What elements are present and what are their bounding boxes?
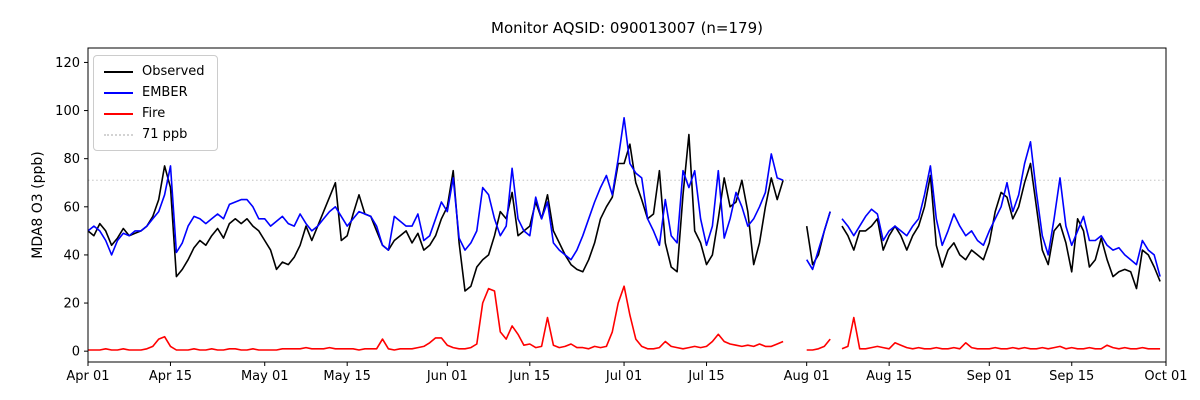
series-line-ember: [87, 117, 1161, 277]
y-tick-label: 100: [55, 104, 80, 119]
chart-title: Monitor AQSID: 090013007 (n=179): [491, 19, 763, 37]
x-tick-label: May 15: [323, 369, 371, 384]
y-tick-label: 0: [72, 345, 80, 360]
series-line-observed: [87, 133, 1161, 292]
x-tick-label: Jun 15: [508, 369, 550, 384]
x-tick-label: Jul 15: [687, 369, 724, 384]
legend-label-ember: EMBER: [142, 85, 188, 100]
legend-item-observed: Observed: [104, 63, 205, 80]
x-tick-label: Jun 01: [426, 369, 468, 384]
threshold-line-sample-icon: [104, 133, 133, 136]
y-tick-label: 120: [55, 56, 80, 71]
axes-box: [87, 47, 1167, 363]
legend-label-observed: Observed: [142, 64, 205, 79]
legend: Observed EMBER Fire 71 ppb: [93, 55, 218, 151]
legend-label-threshold: 71 ppb: [142, 127, 188, 142]
y-tick-label: 60: [63, 200, 80, 215]
series-line-fire: [88, 285, 1161, 351]
legend-label-fire: Fire: [142, 106, 166, 121]
legend-item-threshold: 71 ppb: [104, 126, 205, 143]
x-tick-label: Sep 15: [1049, 369, 1094, 384]
x-tick-label: Aug 01: [784, 369, 830, 384]
x-tick-label: Oct 01: [1144, 369, 1187, 384]
x-tick-label: Apr 15: [149, 369, 192, 384]
y-tick-label: 20: [63, 297, 80, 312]
legend-item-ember: EMBER: [104, 84, 205, 101]
x-tick-label: Jul 01: [605, 369, 642, 384]
x-tick-label: Sep 01: [967, 369, 1012, 384]
ember-line-sample-icon: [104, 91, 133, 94]
y-tick-label: 80: [63, 152, 80, 167]
x-tick-label: May 01: [241, 369, 289, 384]
legend-item-fire: Fire: [104, 105, 205, 122]
fire-line-sample-icon: [104, 112, 133, 115]
observed-line-sample-icon: [104, 70, 133, 73]
x-tick-label: Aug 15: [866, 369, 912, 384]
x-tick-label: Apr 01: [66, 369, 109, 384]
y-tick-label: 40: [63, 248, 80, 263]
